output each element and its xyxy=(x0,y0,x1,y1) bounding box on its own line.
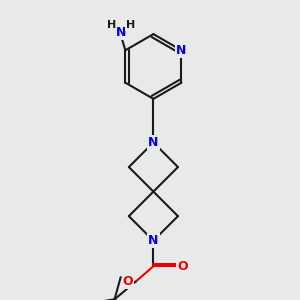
Text: H: H xyxy=(126,20,135,30)
Text: O: O xyxy=(177,260,188,273)
Text: N: N xyxy=(148,234,159,247)
Text: N: N xyxy=(116,26,127,39)
Text: N: N xyxy=(148,136,159,149)
Text: H: H xyxy=(107,20,116,30)
Text: O: O xyxy=(123,275,134,288)
Text: N: N xyxy=(176,44,187,57)
